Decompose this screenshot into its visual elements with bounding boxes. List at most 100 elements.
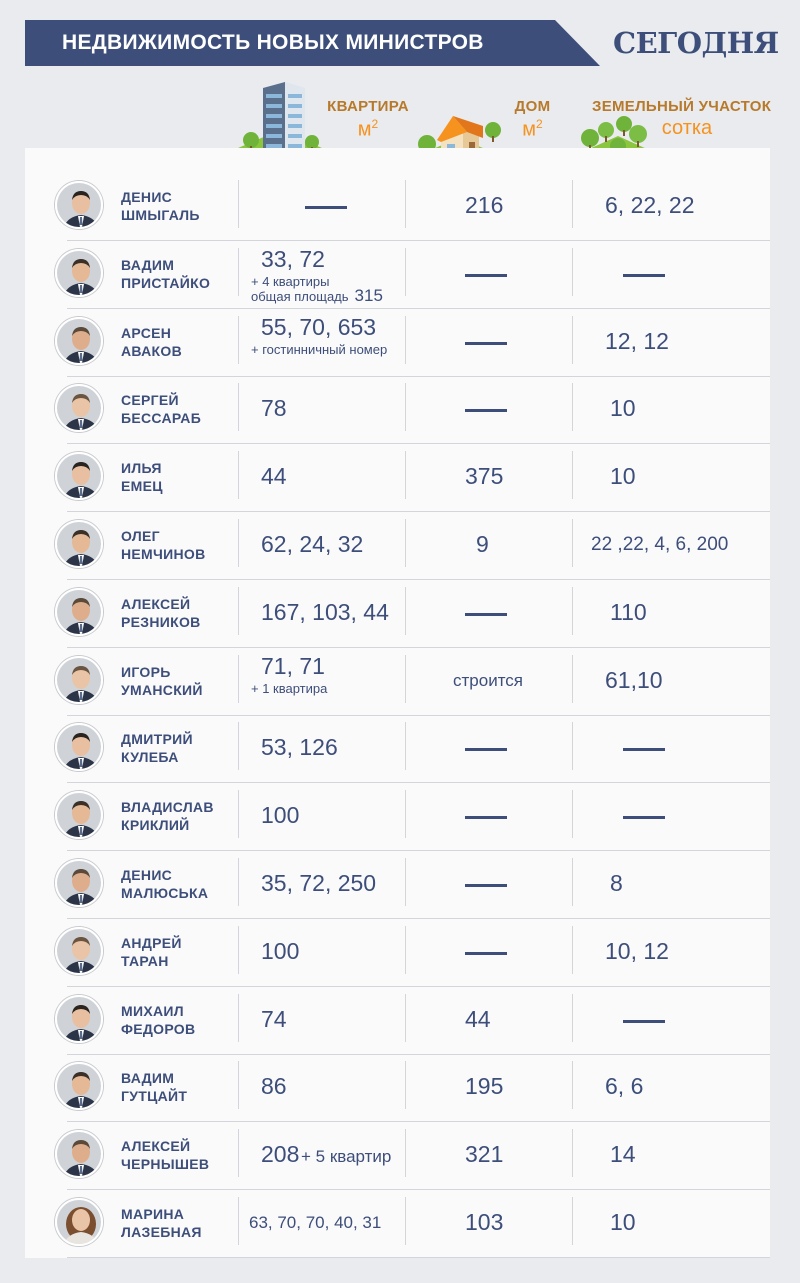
minister-first-name: АЛЕКСЕЙ [121, 1138, 191, 1155]
column-divider [405, 315, 406, 364]
avatar [55, 452, 103, 501]
column-divider [405, 1129, 406, 1178]
column-divider [572, 925, 573, 974]
column-divider [405, 519, 406, 567]
banner-shape [25, 20, 600, 66]
minister-name: ОЛЕГ НЕМЧИНОВ [121, 527, 206, 563]
land-value: 110 [610, 598, 647, 625]
column-divider [405, 383, 406, 432]
land-value: 61,10 [605, 666, 663, 693]
apartment-note: + гостинничный номер [251, 341, 388, 357]
apartment-column-unit: м2 [357, 117, 379, 141]
table-row: ДЕНИС МАЛЮСЬКА 35, 72, 250 8 [25, 850, 770, 919]
avatar [55, 587, 103, 636]
minister-name: СЕРГЕЙ БЕССАРАБ [121, 391, 201, 427]
empty-dash [465, 748, 507, 752]
house-value: 9 [476, 531, 489, 557]
column-divider [405, 790, 406, 839]
minister-name: ВЛАДИСЛАВ КРИКЛИЙ [121, 798, 214, 834]
apartment-value: 71, 71 [261, 652, 325, 679]
minister-last-name: НЕМЧИНОВ [121, 546, 206, 562]
minister-name: АРСЕН АВАКОВ [121, 324, 182, 360]
apartment-value: 78 [261, 395, 287, 422]
column-divider [238, 993, 239, 1042]
apartment-note: + 5 квартир [301, 1147, 392, 1167]
column-divider [572, 993, 573, 1042]
minister-last-name: ГУТЦАЙТ [121, 1088, 188, 1105]
land-value: 22 ,22, 4, 6, 200 [591, 534, 729, 555]
table-row: ДЕНИС ШМЫГАЛЬ 216 6, 22, 22 [25, 172, 770, 241]
empty-dash [623, 748, 665, 752]
table-row: ВЛАДИСЛАВ КРИКЛИЙ 100 [25, 782, 770, 852]
column-divider [572, 383, 573, 432]
land-column-unit: сотка [661, 117, 713, 139]
minister-last-name: МАЛЮСЬКА [121, 885, 209, 901]
minister-first-name: ВЛАДИСЛАВ [121, 799, 214, 816]
apartment-column-header: КВАРТИРА м2 [318, 98, 418, 142]
column-divider [405, 180, 406, 228]
table-row: АНДРЕЙ ТАРАН 100 10, 12 [25, 918, 770, 987]
table-row: АРСЕН АВАКОВ 55, 70, 653 + гостинничный ном… [25, 308, 770, 377]
empty-dash [465, 951, 507, 955]
row-divider [67, 443, 770, 445]
apartment-value: 74 [261, 1005, 287, 1032]
table-row: АЛЕКСЕЙ РЕЗНИКОВ 167, 103, 44 110 [25, 579, 770, 648]
apartment-note-area-label: общая площадь [251, 288, 349, 304]
empty-dash [465, 273, 507, 277]
avatar [55, 181, 103, 229]
column-divider [572, 519, 573, 567]
row-divider [67, 1189, 770, 1191]
minister-name: ВАДИМ ПРИСТАЙКО [121, 256, 210, 292]
land-value: 10 [610, 1209, 636, 1235]
column-divider [238, 925, 239, 974]
column-divider [238, 451, 239, 500]
avatar [55, 316, 103, 365]
minister-last-name: АВАКОВ [121, 342, 182, 359]
apartment-note: + 4 квартиры [251, 273, 330, 289]
title-banner: НЕДВИЖИМОСТЬ НОВЫХ МИНИСТРОВ [25, 20, 600, 66]
column-divider [572, 315, 573, 364]
minister-last-name: ФЕДОРОВ [121, 1020, 196, 1037]
avatar [55, 791, 103, 840]
table-row: СЕРГЕЙ БЕССАРАБ 78 10 [25, 375, 770, 445]
row-divider [67, 1257, 770, 1258]
column-divider [572, 790, 573, 839]
apartment-note: + 1 квартира [251, 680, 328, 696]
row-divider [67, 511, 770, 513]
house-column-unit: м2 [522, 117, 543, 141]
column-divider [238, 858, 239, 906]
column-divider [238, 1129, 239, 1178]
column-divider [405, 1061, 406, 1110]
empty-dash [465, 612, 507, 616]
minister-first-name: МАРИНА [121, 1206, 185, 1222]
minister-name: МАРИНА ЛАЗЕБНАЯ [121, 1205, 202, 1241]
column-divider [238, 1061, 239, 1110]
column-divider [405, 722, 406, 771]
land-value: 6, 6 [605, 1073, 644, 1100]
column-divider [572, 1197, 573, 1245]
column-divider [405, 925, 406, 974]
minister-last-name: КУЛЕБА [121, 749, 179, 766]
column-divider [405, 451, 406, 500]
apartment-column-label: КВАРТИРА [327, 98, 409, 115]
minister-first-name: ВАДИМ [121, 1070, 175, 1087]
minister-name: ДМИТРИЙ КУЛЕБА [121, 730, 193, 766]
empty-dash [465, 409, 507, 413]
house-value: 44 [465, 1005, 491, 1032]
minister-name: АЛЕКСЕЙ ЧЕРНЫШЕВ [121, 1137, 209, 1173]
minister-last-name: УМАНСКИЙ [121, 681, 203, 698]
column-divider [238, 383, 239, 432]
table-row: ИГОРЬ УМАНСКИЙ 71, 71 + 1 квартира строится 6… [25, 647, 770, 716]
avatar [55, 384, 103, 433]
apartment-value: 44 [261, 463, 287, 490]
land-value: 10 [610, 395, 636, 422]
minister-last-name: ТАРАН [121, 952, 169, 969]
row-divider [67, 850, 770, 852]
minister-last-name: ЛАЗЕБНАЯ [121, 1224, 202, 1240]
row-divider [67, 240, 770, 241]
row-divider [67, 579, 770, 580]
minister-name: ИГОРЬ УМАНСКИЙ [121, 663, 203, 699]
empty-dash [305, 206, 347, 209]
house-value: 103 [465, 1209, 504, 1235]
empty-dash [623, 1019, 665, 1023]
